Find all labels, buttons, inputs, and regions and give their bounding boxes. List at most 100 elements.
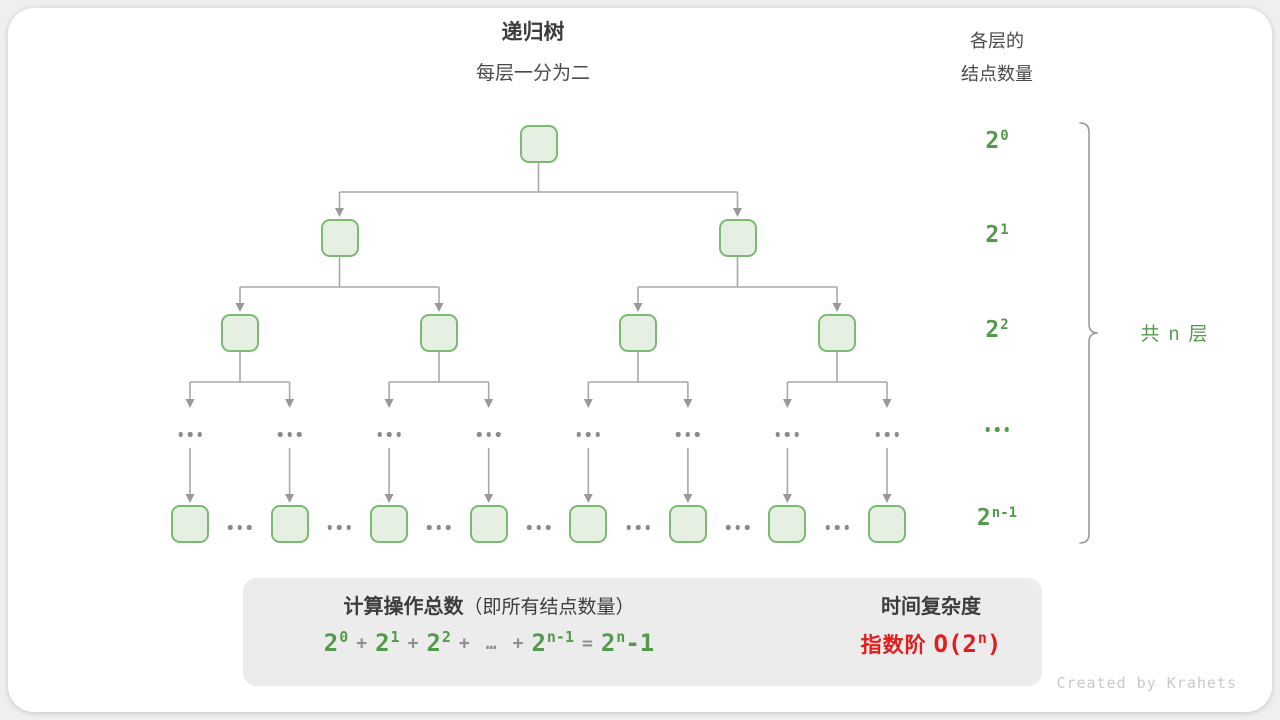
dot xyxy=(695,432,700,437)
mid-ellipsis-2 xyxy=(375,432,404,437)
formula-operator: = xyxy=(581,633,593,654)
tree-node-level3-5 xyxy=(668,505,707,543)
dot xyxy=(1004,427,1009,432)
formula-operator: + xyxy=(407,633,419,654)
dot xyxy=(794,432,800,437)
tree-node-level2-2 xyxy=(619,314,657,352)
dot xyxy=(685,432,691,437)
summary-title: 计算操作总数（即所有结点数量） xyxy=(244,590,734,619)
mid-ellipsis-3 xyxy=(474,432,503,437)
mid-ellipsis-1 xyxy=(275,432,304,437)
dot xyxy=(735,525,740,530)
dot xyxy=(884,432,890,437)
formula-term: 2n-1 xyxy=(531,628,574,657)
watermark: Created by Krahets xyxy=(1056,674,1237,692)
tree-node-level1-1 xyxy=(718,219,757,257)
tree-node-level3-0 xyxy=(171,505,209,543)
mid-ellipsis-0 xyxy=(176,432,205,437)
dot xyxy=(595,432,601,437)
tree-node-level3-2 xyxy=(370,505,409,543)
tree-node-level3-3 xyxy=(469,505,508,543)
complexity-value: 指数阶 O(2n) xyxy=(860,629,1002,658)
formula-operator: + xyxy=(356,633,368,654)
dot xyxy=(825,525,830,530)
bottom-ellipsis-6 xyxy=(823,525,852,530)
dot xyxy=(576,432,582,437)
formula-term: 2n-1 xyxy=(600,628,655,657)
mid-ellipsis-5 xyxy=(674,432,703,437)
bottom-ellipsis-5 xyxy=(723,525,752,530)
dot xyxy=(486,432,491,437)
formula-term: 21 xyxy=(375,628,400,657)
dot xyxy=(536,525,541,530)
dot xyxy=(386,432,392,437)
dot xyxy=(744,525,750,530)
dot xyxy=(994,427,1000,432)
level-count-heading: 各层的 结点数量 xyxy=(935,25,1059,91)
formula-term: 20 xyxy=(323,628,349,657)
dot xyxy=(626,525,631,530)
tree-node-level3-7 xyxy=(868,505,906,543)
dot xyxy=(287,432,292,437)
dot xyxy=(187,432,193,437)
dot xyxy=(277,432,283,437)
dot xyxy=(545,525,551,530)
dot xyxy=(834,525,840,530)
level-count-heading-line1: 各层的 xyxy=(970,31,1024,51)
dot xyxy=(586,432,591,437)
dot xyxy=(894,432,899,437)
dot xyxy=(645,525,650,530)
dot xyxy=(228,525,233,530)
summary-title-bold: 计算操作总数 xyxy=(343,596,464,618)
dot xyxy=(327,525,333,530)
dot xyxy=(985,427,990,432)
dot xyxy=(377,432,382,437)
dot xyxy=(844,525,849,530)
mid-ellipsis-6 xyxy=(773,432,802,437)
tree-node-level2-1 xyxy=(420,314,458,352)
level-label-4: 2n-1 xyxy=(976,505,1018,531)
level-label-1: 21 xyxy=(985,222,1009,248)
dot xyxy=(178,432,183,437)
mid-ellipsis-4 xyxy=(574,432,603,437)
node-sum-formula: 20 +21 +22 + … +2n-1 = 2n-1 xyxy=(244,628,734,657)
dot xyxy=(635,525,641,530)
dot xyxy=(337,525,342,530)
diagram-subtitle: 每层一分为二 xyxy=(475,63,590,84)
tree-node-level3-6 xyxy=(768,505,807,543)
dot xyxy=(725,525,731,530)
formula-operator: + xyxy=(512,633,524,654)
tree-node-level0-0 xyxy=(519,125,558,163)
formula-term: 22 xyxy=(426,628,451,657)
dot xyxy=(247,525,252,530)
level-count-heading-line2: 结点数量 xyxy=(961,64,1033,84)
tree-node-level1-0 xyxy=(320,219,359,257)
dot xyxy=(346,525,352,530)
complexity-title: 时间复杂度 xyxy=(881,596,981,618)
formula-operator: + xyxy=(458,633,470,654)
formula-operator: … xyxy=(485,633,497,654)
dot xyxy=(476,432,482,437)
summary-box xyxy=(243,578,1042,686)
level-label-ellipsis xyxy=(983,427,1012,432)
dot xyxy=(676,432,681,437)
tree-node-level3-1 xyxy=(270,505,309,543)
bottom-ellipsis-3 xyxy=(524,525,553,530)
dot xyxy=(875,432,880,437)
dot xyxy=(427,525,432,530)
diagram-title: 递归树 xyxy=(501,21,565,44)
dot xyxy=(775,432,781,437)
dot xyxy=(296,432,302,437)
bottom-ellipsis-2 xyxy=(425,525,454,530)
dot xyxy=(495,432,501,437)
dot xyxy=(446,525,451,530)
bottom-ellipsis-4 xyxy=(624,525,653,530)
bottom-ellipsis-0 xyxy=(226,525,255,530)
tree-node-level3-4 xyxy=(569,505,608,543)
dot xyxy=(785,432,790,437)
dot xyxy=(526,525,532,530)
dot xyxy=(237,525,243,530)
mid-ellipsis-7 xyxy=(873,432,902,437)
dot xyxy=(436,525,442,530)
brace-label: 共 n 层 xyxy=(1140,324,1210,345)
